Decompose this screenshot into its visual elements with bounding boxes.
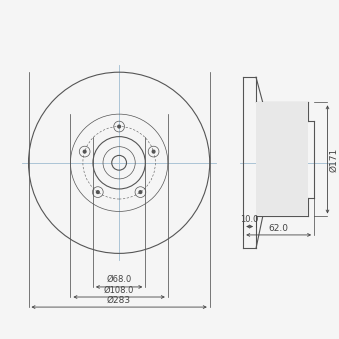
Text: 62.0: 62.0 — [269, 224, 289, 233]
Text: Ø108.0: Ø108.0 — [104, 285, 134, 294]
Bar — [256, 102, 308, 217]
Circle shape — [139, 191, 142, 194]
Circle shape — [118, 125, 120, 128]
Circle shape — [83, 150, 86, 153]
Circle shape — [152, 150, 155, 153]
Text: Ø171: Ø171 — [330, 147, 339, 172]
Circle shape — [97, 191, 99, 194]
Text: Ø68.0: Ø68.0 — [106, 275, 132, 284]
Text: 10.0: 10.0 — [240, 215, 259, 224]
Text: Ø283: Ø283 — [107, 295, 131, 304]
